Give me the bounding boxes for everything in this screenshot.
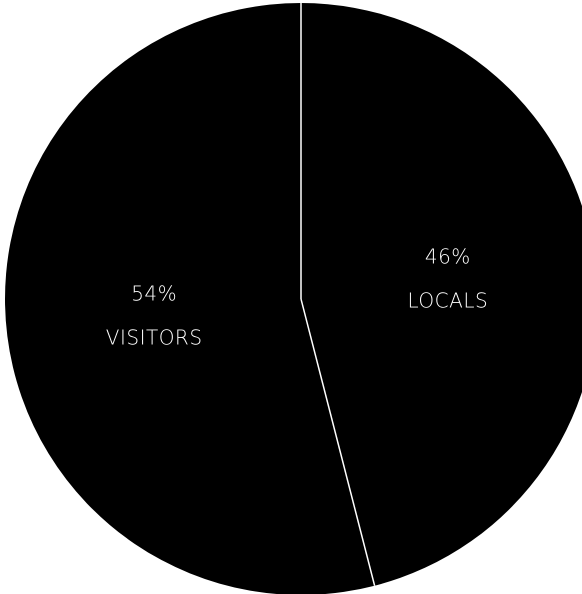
slice-labels: 46% LOCALS 54% VISITORS <box>106 244 488 349</box>
slice-value-label-locals: 46% <box>425 244 471 268</box>
slice-name-label-locals: LOCALS <box>408 288 489 312</box>
slice-value-label-visitors: 54% <box>131 282 177 306</box>
pie-slice-visitors <box>5 3 375 594</box>
slice-separators <box>300 3 376 586</box>
slice-name-label-visitors: VISITORS <box>106 326 203 350</box>
slice-divider <box>300 298 376 586</box>
pie-slice-locals <box>301 3 582 586</box>
pie-slices <box>5 3 582 594</box>
